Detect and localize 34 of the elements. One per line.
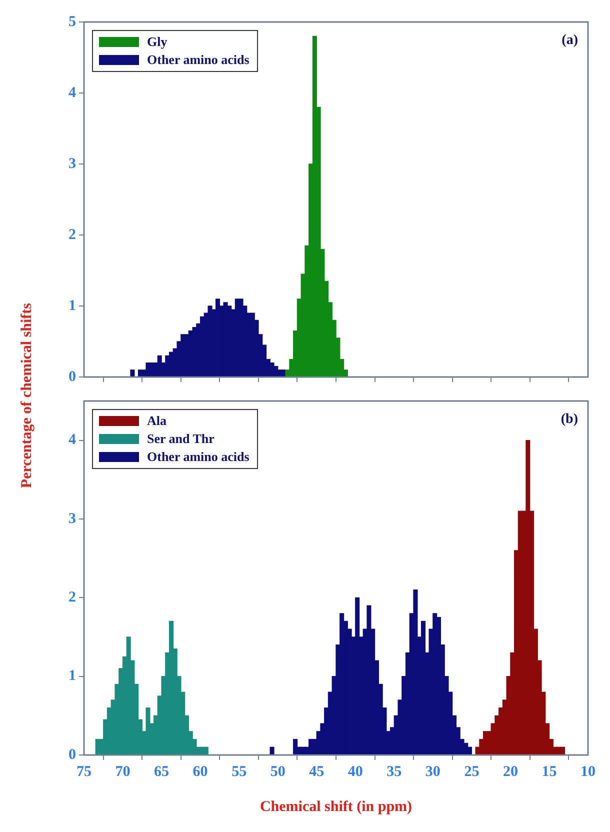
legend-label: Ser and Thr <box>147 431 214 447</box>
x-tick-label: 20 <box>502 764 518 780</box>
y-tick-label: 2 <box>68 226 76 243</box>
x-tick-label: 50 <box>270 764 286 780</box>
y-tick-label: 0 <box>68 746 76 763</box>
y-tick-label: 3 <box>68 510 76 527</box>
y-tick-label: 1 <box>68 668 76 684</box>
x-tick-label: 25 <box>464 764 480 780</box>
legend-label: Gly <box>147 34 168 50</box>
annotation: (a) <box>562 33 578 48</box>
x-tick-label: 60 <box>192 764 208 780</box>
x-tick-label: 15 <box>542 764 557 780</box>
x-tick-label: 40 <box>348 764 363 780</box>
y-axis-title: Percentage of chemical shifts <box>18 303 36 489</box>
x-tick-label: 55 <box>232 764 247 780</box>
y-tick-label: 0 <box>68 368 76 385</box>
y-tick-label: 2 <box>68 590 76 606</box>
x-tick-label: 75 <box>76 764 92 780</box>
y-tick-label: 4 <box>68 84 76 101</box>
legend-label: Other amino acids <box>147 52 250 68</box>
x-tick-label: 10 <box>580 764 596 780</box>
x-tick-label: 35 <box>386 764 402 780</box>
legend-label: Ala <box>147 413 166 429</box>
y-tick-label: 1 <box>68 298 76 314</box>
x-tick-label: 45 <box>309 764 324 780</box>
legend-label: Other amino acids <box>147 449 250 465</box>
x-axis-title: Chemical shift (in ppm) <box>260 798 412 815</box>
y-tick-label: 5 <box>68 14 76 30</box>
y-tick-label: 3 <box>68 156 76 172</box>
annotation: (b) <box>560 412 578 427</box>
x-tick-label: 30 <box>425 764 440 780</box>
x-tick-label: 70 <box>115 764 130 780</box>
y-tick-label: 4 <box>68 432 76 448</box>
x-tick-label: 65 <box>154 764 170 780</box>
